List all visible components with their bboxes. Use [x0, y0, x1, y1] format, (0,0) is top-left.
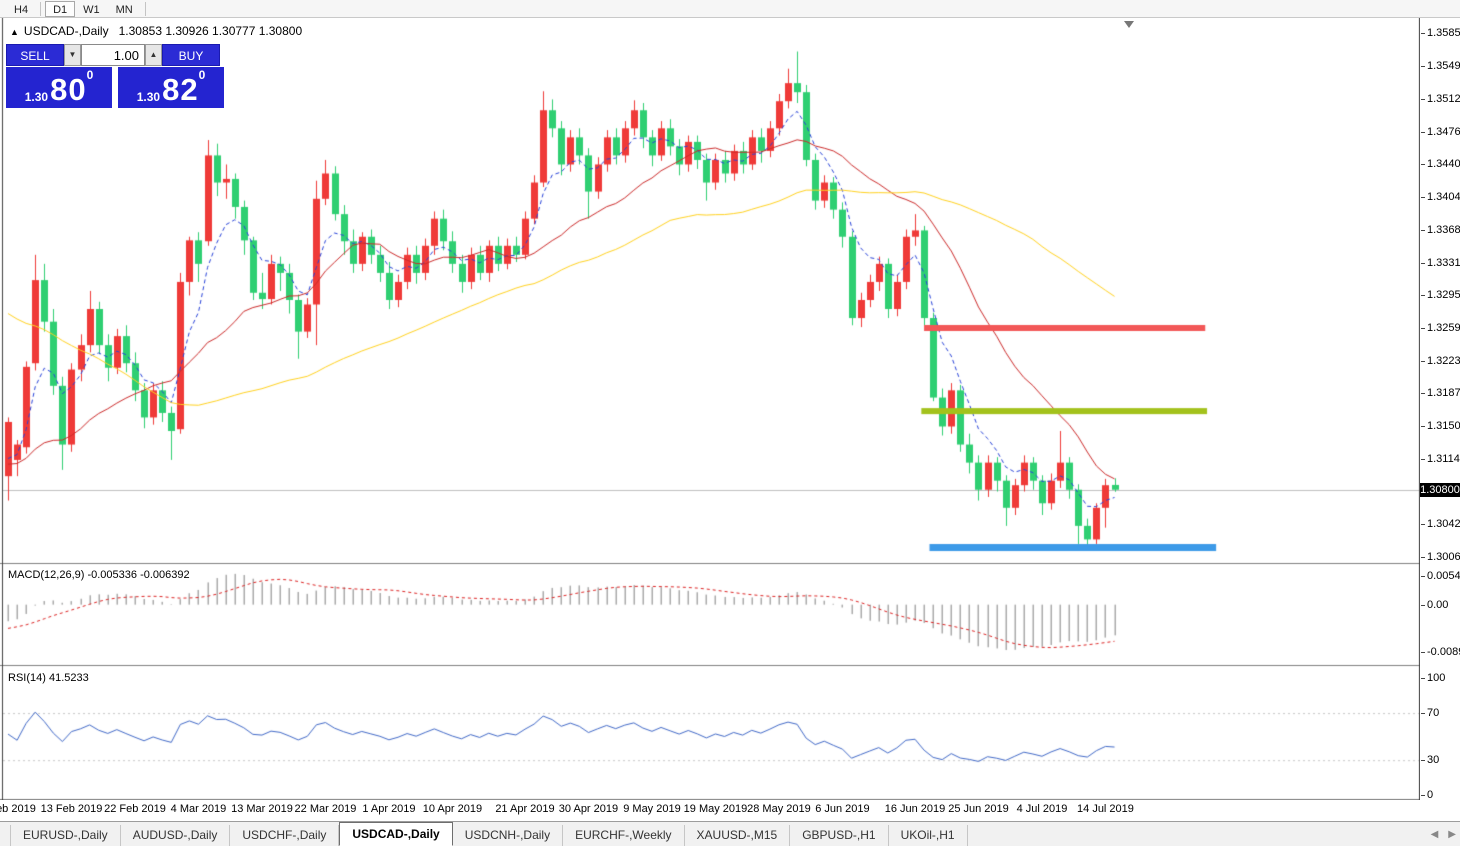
price-axis[interactable]: 1.30800 1.35850 1.35490 1.35120 1.34760 1.34…	[1420, 18, 1460, 802]
chart-tab-usdchf-daily[interactable]: USDCHF-,Daily	[230, 825, 340, 846]
toolbar-separator	[144, 1, 146, 16]
chart-symbol-label: USDCAD-,Daily	[23, 24, 109, 38]
price-axis-tick: 1.35490	[1421, 60, 1460, 72]
chart-tab-ukoil-h1[interactable]: UKOil-,H1	[889, 825, 968, 846]
macd-axis-tick: 0.005484	[1421, 570, 1460, 582]
rsi-axis-tick: 100	[1420, 671, 1446, 684]
timeframe-toolbar: H4 D1 W1 MN	[0, 0, 1460, 18]
buy-price-sup: 0	[198, 68, 206, 82]
timeframe-button-d1[interactable]: D1	[45, 0, 76, 17]
buy-button[interactable]: BUY	[162, 44, 220, 66]
rsi-axis-tick: 0	[1420, 789, 1434, 802]
chart-region: ▲ USDCAD-,Daily 1.30853 1.30926 1.30777 1.…	[0, 18, 1460, 846]
sell-price-display[interactable]: 1.30 80 0	[6, 67, 112, 108]
buy-price-display[interactable]: 1.30 82 0	[118, 67, 224, 108]
price-axis-tick: 1.30420	[1421, 518, 1460, 530]
toolbar-separator	[40, 1, 42, 16]
macd-axis-tick: -0.008973	[1421, 646, 1460, 658]
chart-tab-audusd-daily[interactable]: AUDUSD-,Daily	[121, 825, 231, 846]
date-axis-label: 1 Apr 2019	[362, 803, 416, 815]
volume-increase-button[interactable]: ▲	[145, 44, 162, 66]
chart-ohlc-values: 1.30853 1.30926 1.30777 1.30800	[118, 24, 303, 38]
price-axis-tick: 1.34760	[1421, 126, 1460, 138]
tabs-scroll-right-icon[interactable]: ▶	[1448, 829, 1456, 840]
price-axis-tick: 1.32230	[1421, 355, 1460, 367]
current-price-marker: 1.30800	[1420, 482, 1460, 497]
date-axis-label: 22 Mar 2019	[294, 803, 357, 815]
date-axis-label: 10 Apr 2019	[422, 803, 483, 815]
volume-input[interactable]	[81, 44, 145, 66]
macd-indicator-label: MACD(12,26,9) -0.005336 -0.006392	[8, 569, 190, 581]
price-axis-tick: 1.31140	[1421, 453, 1460, 465]
date-axis-label: 4 Jul 2019	[1016, 803, 1068, 815]
chart-tab-eurchf-weekly[interactable]: EURCHF-,Weekly	[563, 825, 685, 846]
sell-price-sup: 0	[86, 68, 94, 82]
rsi-axis-tick: 30	[1420, 754, 1440, 767]
price-axis-tick: 1.32950	[1421, 289, 1460, 301]
timeframe-button-w1[interactable]: W1	[83, 3, 100, 16]
date-axis-label: 13 Feb 2019	[40, 803, 103, 815]
price-axis-tick: 1.35850	[1421, 27, 1460, 39]
chart-tab-usdcad-daily[interactable]: USDCAD-,Daily	[339, 822, 453, 846]
price-chart-canvas[interactable]	[0, 18, 1420, 800]
date-axis-label: 19 May 2019	[683, 803, 748, 815]
chart-tab-xauusd-m15[interactable]: XAUUSD-,M15	[685, 825, 791, 846]
price-axis-tick: 1.31870	[1421, 387, 1460, 399]
chart-tab-gbpusd-h1[interactable]: GBPUSD-,H1	[790, 825, 889, 846]
date-axis-label: 22 Feb 2019	[104, 803, 166, 815]
timeframe-button-h4[interactable]: H4	[14, 3, 29, 16]
date-axis-label: 30 Apr 2019	[558, 803, 619, 815]
sell-price-big: 80	[50, 72, 87, 107]
timeframe-button-mn[interactable]: MN	[115, 3, 133, 16]
price-axis-tick: 1.31500	[1421, 420, 1460, 432]
chart-tab-eurusd-daily[interactable]: EURUSD-,Daily	[10, 825, 121, 846]
sell-price-prefix: 1.30	[24, 90, 49, 104]
collapse-arrow-icon[interactable]: ▲	[10, 27, 19, 37]
date-axis-label: 6 Jun 2019	[815, 803, 870, 815]
price-axis-tick: 1.35120	[1421, 93, 1460, 105]
price-axis-tick: 1.33310	[1421, 257, 1460, 269]
chart-title: ▲ USDCAD-,Daily 1.30853 1.30926 1.30777 1.…	[10, 24, 302, 38]
macd-axis-tick: 0.00	[1420, 598, 1449, 611]
rsi-indicator-label: RSI(14) 41.5233	[8, 672, 89, 684]
chart-tab-usdcnh-daily[interactable]: USDCNH-,Daily	[453, 825, 564, 846]
rsi-axis-tick: 70	[1420, 707, 1440, 720]
sell-button[interactable]: SELL	[6, 44, 64, 66]
price-axis-tick: 1.32590	[1421, 322, 1460, 334]
price-axis-tick: 1.33680	[1421, 224, 1460, 236]
price-axis-tick: 1.34400	[1421, 158, 1460, 170]
date-axis-label: 9 May 2019	[623, 803, 681, 815]
chart-tab-bar: EURUSD-,Daily AUDUSD-,Daily USDCHF-,Daily U…	[0, 821, 1460, 846]
date-axis-label: 13 Mar 2019	[231, 803, 293, 815]
chart-shift-marker-icon[interactable]	[1124, 21, 1134, 28]
tabs-scroll-left-icon[interactable]: ◀	[1430, 829, 1439, 840]
volume-decrease-button[interactable]: ▼	[64, 44, 81, 66]
date-axis-label: 4 Mar 2019	[170, 803, 227, 815]
date-axis-label: 14 Jul 2019	[1077, 803, 1134, 815]
date-axis-label: 4 Feb 2019	[0, 803, 36, 815]
date-axis-label: 25 Jun 2019	[948, 803, 1009, 815]
date-axis-label: 21 Apr 2019	[495, 803, 555, 815]
buy-price-prefix: 1.30	[136, 90, 161, 104]
date-axis-label: 16 Jun 2019	[884, 803, 946, 815]
price-axis-tick: 1.34040	[1421, 191, 1460, 203]
buy-price-big: 82	[162, 72, 199, 107]
date-axis-label: 28 May 2019	[747, 803, 811, 815]
